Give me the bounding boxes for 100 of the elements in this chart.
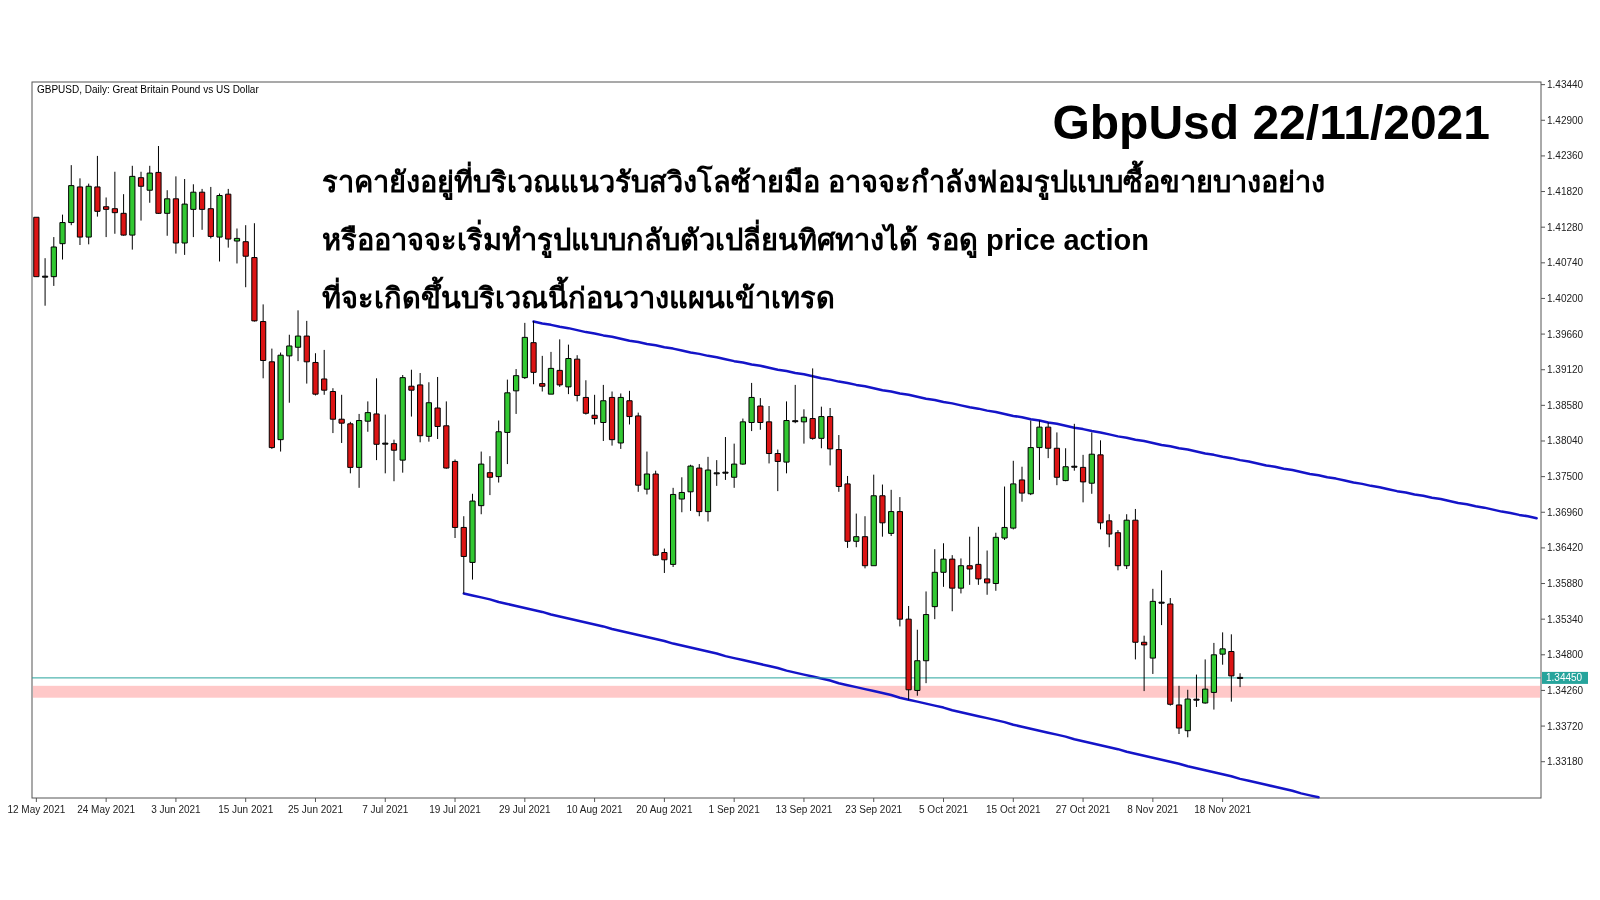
candlestick bbox=[355, 413, 363, 489]
candlestick bbox=[643, 451, 651, 495]
candlestick bbox=[800, 408, 808, 445]
y-tick-label: 1.34800 bbox=[1547, 649, 1584, 661]
candlestick bbox=[556, 338, 563, 388]
x-tick-label: 19 Jul 2021 bbox=[429, 804, 482, 815]
candlestick bbox=[312, 352, 319, 396]
candlestick bbox=[914, 629, 921, 697]
candlestick bbox=[329, 387, 337, 434]
candlestick bbox=[382, 414, 389, 474]
candlestick bbox=[861, 515, 869, 569]
candlestick bbox=[268, 348, 275, 450]
candlestick bbox=[783, 400, 790, 474]
candlestick bbox=[1219, 631, 1226, 666]
candlestick bbox=[1106, 513, 1113, 548]
ref-line-label: 1.34450 bbox=[1546, 672, 1583, 684]
candlestick bbox=[608, 391, 616, 447]
y-tick-label: 1.40200 bbox=[1547, 292, 1584, 304]
candlestick bbox=[1045, 422, 1052, 459]
candlestick bbox=[443, 400, 450, 470]
candlestick bbox=[408, 369, 415, 418]
candlestick bbox=[984, 550, 991, 596]
candlestick bbox=[731, 443, 738, 489]
candlestick bbox=[50, 236, 57, 287]
candlestick bbox=[635, 412, 642, 493]
candlestick bbox=[1141, 635, 1148, 692]
candlestick bbox=[1071, 423, 1078, 472]
candlestick bbox=[547, 351, 555, 395]
y-tick-label: 1.36960 bbox=[1547, 506, 1584, 518]
candlestick bbox=[704, 456, 712, 522]
candlestick bbox=[41, 257, 49, 307]
candlestick bbox=[251, 222, 258, 323]
candlestick bbox=[68, 164, 75, 226]
candlestick bbox=[582, 379, 589, 416]
candlestick bbox=[1079, 454, 1087, 503]
y-tick-label: 1.35880 bbox=[1547, 578, 1584, 590]
x-tick-label: 20 Aug 2021 bbox=[636, 804, 693, 815]
candlestick bbox=[111, 171, 118, 235]
candlestick bbox=[512, 368, 520, 415]
candlestick bbox=[225, 188, 232, 249]
y-tick-label: 1.37500 bbox=[1547, 471, 1584, 483]
candlestick bbox=[286, 334, 293, 404]
candlestick bbox=[181, 178, 188, 256]
candlestick bbox=[661, 548, 668, 574]
x-tick-label: 15 Oct 2021 bbox=[986, 804, 1041, 815]
y-tick-label: 1.43440 bbox=[1547, 79, 1584, 91]
candlestick bbox=[844, 475, 851, 549]
chart-title: GbpUsd 22/11/2021 bbox=[1052, 96, 1490, 149]
candlestick bbox=[722, 436, 729, 481]
candlestick bbox=[338, 394, 345, 444]
candlestick bbox=[792, 384, 799, 424]
candlestick bbox=[242, 224, 249, 288]
candlestick bbox=[1210, 642, 1218, 711]
line-series bbox=[532, 320, 1538, 520]
candlestick bbox=[809, 367, 816, 441]
candlestick bbox=[1202, 658, 1209, 705]
candlestick bbox=[260, 303, 267, 379]
y-tick-label: 1.41820 bbox=[1547, 186, 1584, 198]
candlestick bbox=[521, 322, 528, 380]
candlestick bbox=[1088, 431, 1095, 495]
y-tick-label: 1.36420 bbox=[1547, 542, 1584, 554]
candlestick bbox=[1001, 486, 1008, 541]
candlestick bbox=[1175, 685, 1183, 735]
candlestick bbox=[103, 196, 110, 238]
candlestick bbox=[233, 228, 241, 264]
x-tick-label: 13 Sep 2021 bbox=[775, 804, 833, 815]
candlestick bbox=[949, 554, 956, 612]
candlestick bbox=[216, 193, 223, 262]
candlestick bbox=[713, 459, 720, 487]
candlestick bbox=[827, 407, 834, 466]
candlestick bbox=[739, 418, 746, 466]
candlestick bbox=[696, 463, 703, 517]
candlestick bbox=[1167, 597, 1174, 707]
y-tick-label: 1.33180 bbox=[1547, 756, 1584, 768]
candlestick bbox=[765, 405, 773, 464]
candlestick bbox=[460, 515, 467, 594]
x-tick-label: 24 May 2021 bbox=[77, 804, 136, 815]
candlestick bbox=[434, 376, 441, 440]
y-tick-label: 1.35340 bbox=[1547, 613, 1584, 625]
candlestick bbox=[992, 532, 999, 592]
candlestick bbox=[190, 183, 197, 238]
candlestick bbox=[931, 548, 938, 620]
x-tick-label: 18 Nov 2021 bbox=[1194, 804, 1252, 815]
candlestick bbox=[417, 372, 424, 443]
candlestick bbox=[757, 397, 764, 431]
candlestick bbox=[364, 400, 371, 433]
x-tick-label: 29 Jul 2021 bbox=[498, 804, 552, 815]
candlestick bbox=[966, 536, 973, 586]
x-tick-label: 1 Sep 2021 bbox=[708, 804, 761, 815]
candlestick bbox=[1236, 672, 1244, 688]
candlestick bbox=[617, 392, 624, 450]
candlestick bbox=[495, 420, 502, 484]
candlestick bbox=[1027, 420, 1034, 496]
x-tick-label: 27 Oct 2021 bbox=[1055, 804, 1111, 815]
candlestick bbox=[1158, 569, 1165, 626]
candlestick bbox=[137, 171, 145, 222]
y-tick-label: 1.41280 bbox=[1547, 221, 1584, 233]
candlestick bbox=[120, 193, 127, 237]
y-tick-label: 1.39660 bbox=[1547, 328, 1584, 340]
candlestick bbox=[164, 189, 171, 237]
